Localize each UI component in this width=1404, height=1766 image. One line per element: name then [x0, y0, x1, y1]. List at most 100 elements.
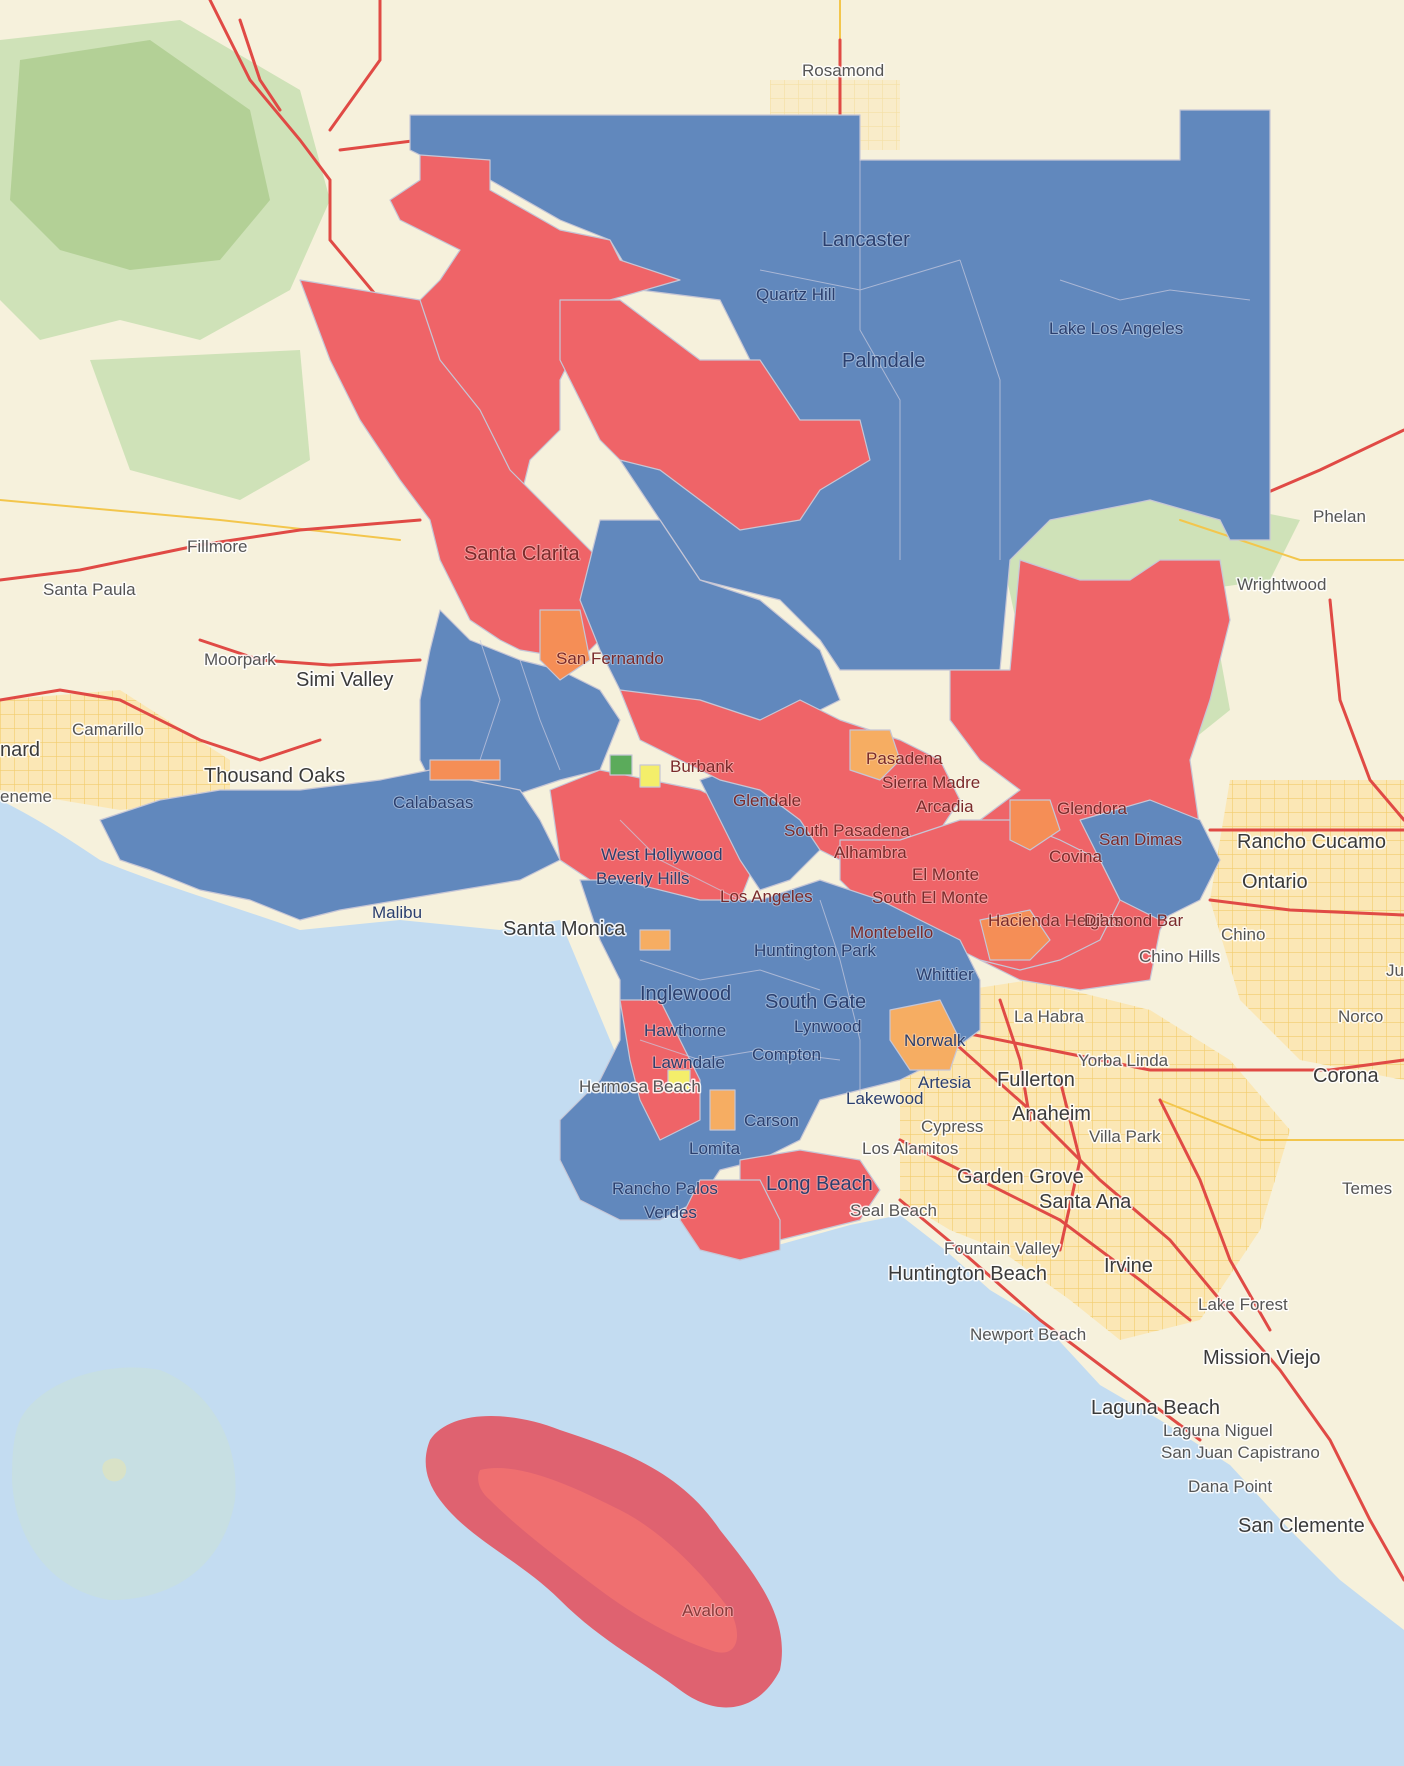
label-south-gate: South Gate	[765, 991, 866, 1013]
label-chino-hills: Chino Hills	[1139, 947, 1220, 966]
sub-boundaries	[479, 160, 1251, 1100]
label-san-juan-capistrano: San Juan Capistrano	[1161, 1443, 1320, 1462]
label-montebello: Montebello	[850, 923, 933, 942]
label-glendora: Glendora	[1057, 799, 1127, 818]
label-burbank: Burbank	[670, 757, 734, 776]
island-land	[102, 1458, 127, 1482]
region-malibu-coast	[99, 769, 561, 921]
boundary-line-4	[759, 259, 961, 291]
label-chino: Chino	[1221, 925, 1265, 944]
label-cypress: Cypress	[921, 1117, 983, 1136]
santa-monica-mountains-park	[90, 350, 310, 500]
highway-15	[1328, 598, 1404, 822]
catalina-land	[478, 1468, 738, 1653]
label-rancho-palos-verdes-2: Verdes	[644, 1203, 697, 1222]
highway-pch	[898, 1198, 1202, 1442]
label-hueneme: eneme	[0, 787, 52, 806]
highway-118	[198, 638, 422, 667]
label-seal-beach: Seal Beach	[850, 1201, 937, 1220]
label-san-fernando: San Fernando	[556, 649, 664, 668]
boundary-line-7	[639, 1039, 841, 1061]
label-lakewood: Lakewood	[846, 1089, 924, 1108]
highway-395	[1248, 428, 1404, 502]
label-laguna-niguel: Laguna Niguel	[1163, 1421, 1273, 1440]
label-yorba-linda: Yorba Linda	[1078, 1051, 1169, 1070]
label-los-alamitos: Los Alamitos	[862, 1139, 958, 1158]
boundary-line-1	[859, 160, 901, 560]
label-artesia: Artesia	[918, 1073, 971, 1092]
label-alhambra: Alhambra	[834, 843, 907, 862]
label-lake-forest: Lake Forest	[1198, 1295, 1288, 1314]
label-diamond-bar: Diamond Bar	[1084, 911, 1184, 930]
label-temescal: Temes	[1342, 1179, 1392, 1198]
label-corona: Corona	[1313, 1065, 1379, 1087]
label-rancho-palos-verdes-1: Rancho Palos	[612, 1179, 718, 1198]
label-lynwood: Lynwood	[794, 1017, 861, 1036]
label-los-angeles: Los Angeles	[720, 887, 813, 906]
boundary-line-6	[639, 959, 821, 991]
label-simi-valley: Simi Valley	[296, 669, 393, 691]
label-la-habra: La Habra	[1014, 1007, 1084, 1026]
label-anaheim: Anaheim	[1012, 1103, 1091, 1125]
label-camarillo: Camarillo	[72, 720, 144, 739]
region-antelope-valley-north	[409, 109, 1271, 671]
label-avalon: Avalon	[682, 1601, 734, 1620]
boundary-line-2	[959, 259, 1001, 560]
label-rosamond: Rosamond	[802, 61, 884, 80]
highway-405-south	[898, 1138, 1192, 1322]
label-lancaster: Lancaster	[822, 229, 910, 251]
label-thousand-oaks: Thousand Oaks	[204, 765, 345, 787]
highway-241	[1158, 1098, 1272, 1332]
region-pasadena-orange	[849, 729, 901, 781]
label-huntington-park: Huntington Park	[754, 941, 876, 960]
highway-kern	[328, 0, 382, 132]
highway-55	[1058, 1078, 1082, 1252]
label-garden-grove: Garden Grove	[957, 1166, 1084, 1188]
inland-empire-grid	[1210, 780, 1404, 1080]
catalina-island	[425, 1416, 782, 1708]
highway-91	[948, 1028, 1404, 1072]
label-fountain-valley: Fountain Valley	[944, 1239, 1060, 1258]
san-clemente-island	[12, 1367, 236, 1600]
label-south-pasadena: South Pasadena	[784, 821, 910, 840]
label-palmdale: Palmdale	[842, 350, 925, 372]
label-south-el-monte: South El Monte	[872, 888, 988, 907]
label-long-beach: Long Beach	[766, 1173, 873, 1195]
region-hacienda-orange	[979, 909, 1051, 961]
region-palos-verdes-red	[679, 1179, 781, 1261]
highway-5-south	[938, 1028, 1404, 1582]
label-pasadena: Pasadena	[866, 749, 943, 768]
label-glendale: Glendale	[733, 791, 801, 810]
label-laguna-beach: Laguna Beach	[1091, 1397, 1220, 1419]
road-local-1	[0, 499, 401, 541]
boundary-line-5	[619, 819, 741, 901]
label-irvine: Irvine	[1104, 1255, 1153, 1277]
highway-57	[998, 998, 1032, 1122]
region-norwalk-orange	[889, 999, 961, 1071]
label-santa-monica: Santa Monica	[503, 918, 626, 940]
label-lake-los-angeles: Lake Los Angeles	[1049, 319, 1183, 338]
label-norco: Norco	[1338, 1007, 1383, 1026]
region-santa-monica-orange	[639, 929, 671, 951]
label-calabasas: Calabasas	[393, 793, 473, 812]
boundary-line-8	[819, 899, 861, 1100]
ventura-grid	[0, 690, 230, 810]
region-burbank-green	[609, 754, 633, 776]
region-covina-orange	[1009, 799, 1061, 851]
region-san-fernando-orange	[539, 609, 591, 681]
county-regions	[99, 109, 1271, 1261]
mountain-shading	[10, 40, 270, 270]
region-carson-orange	[709, 1089, 736, 1131]
label-newport-beach: Newport Beach	[970, 1325, 1086, 1344]
label-oxnard: nard	[0, 739, 40, 761]
label-lomita: Lomita	[689, 1139, 741, 1158]
ocean	[0, 800, 1404, 1766]
label-mission-viejo: Mission Viejo	[1203, 1347, 1320, 1369]
label-compton: Compton	[752, 1045, 821, 1064]
boundary-line-10	[519, 659, 561, 771]
label-ontario: Ontario	[1242, 871, 1308, 893]
label-santa-paula: Santa Paula	[43, 580, 136, 599]
region-burbank-yellow	[639, 764, 661, 788]
